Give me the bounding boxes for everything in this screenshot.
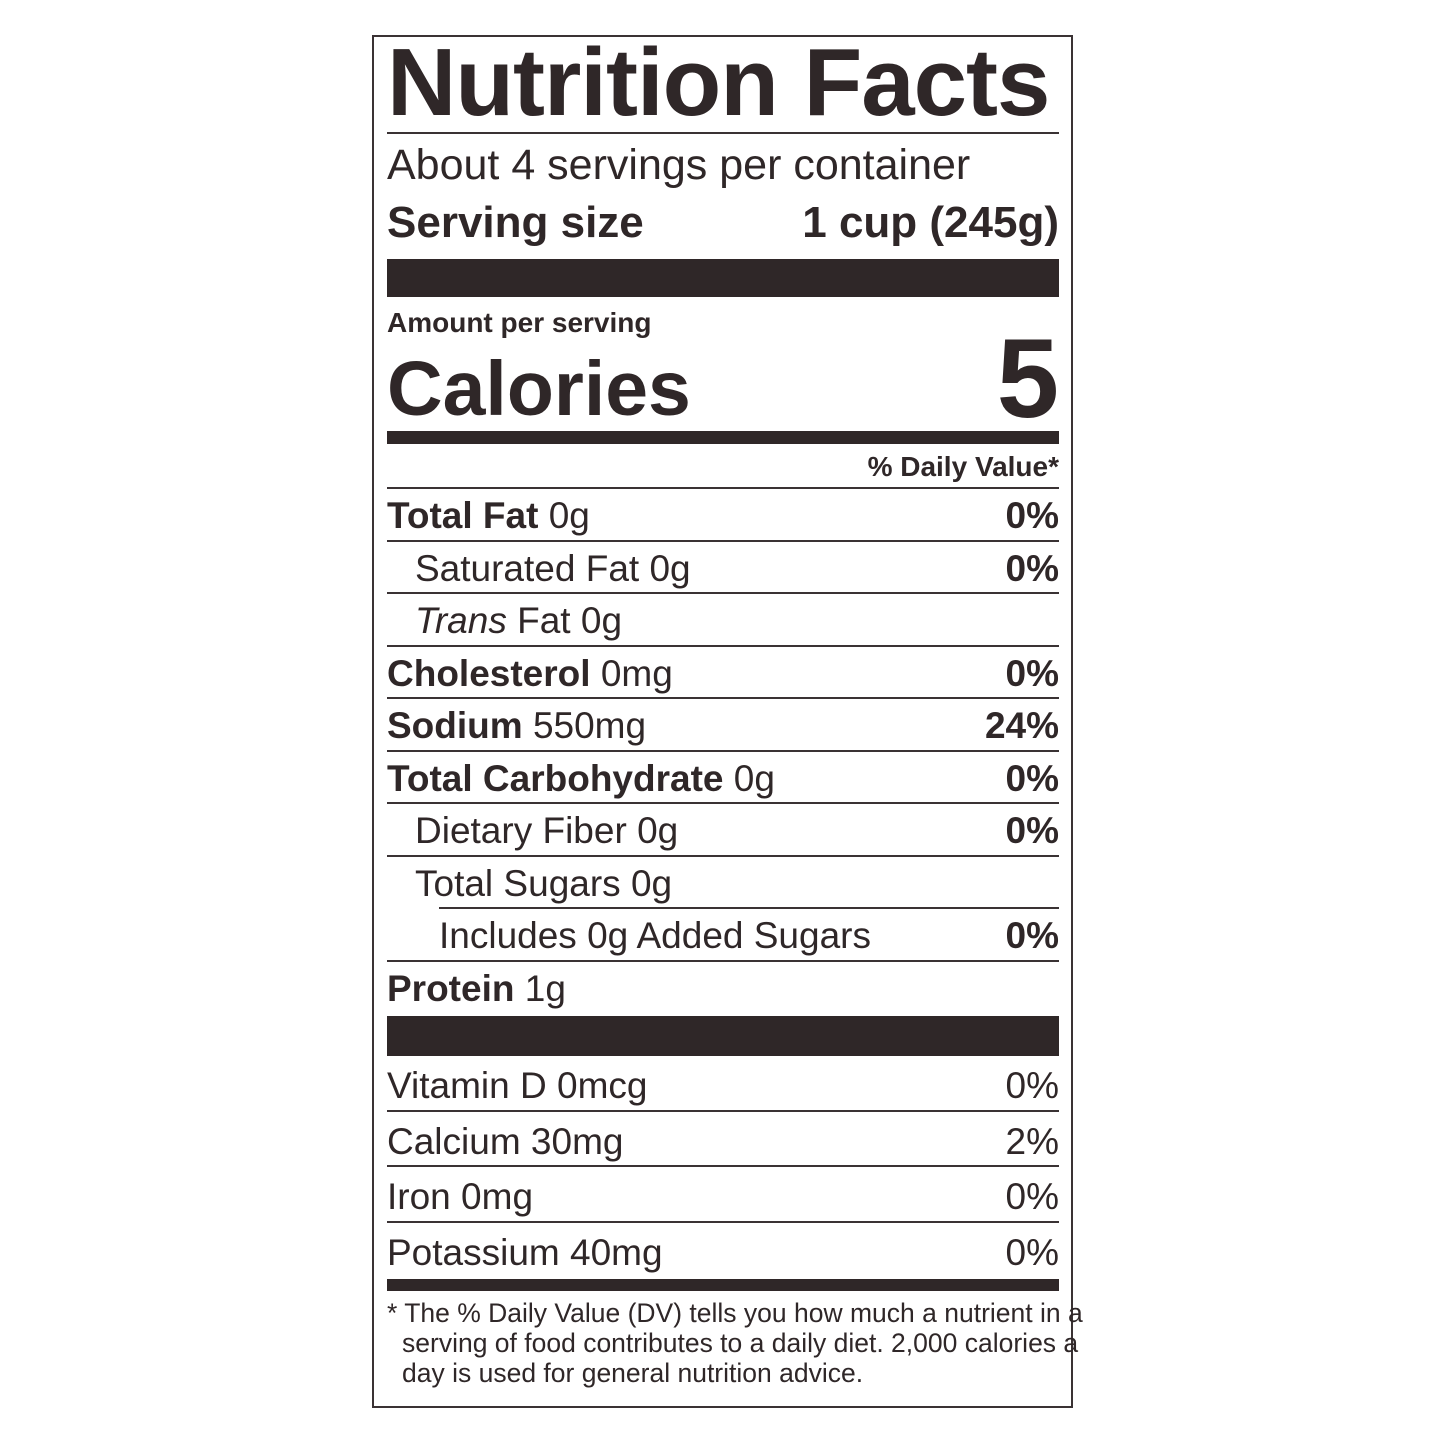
nutrient-dv: 24% bbox=[984, 705, 1059, 746]
servings-per-container: About 4 servings per container bbox=[387, 141, 971, 189]
nutrient-amount: 0g bbox=[649, 547, 691, 589]
divider-thick bbox=[387, 259, 1059, 297]
nutrient-name: Total Sugars bbox=[415, 862, 621, 904]
nutrient-amount: 0mg bbox=[600, 652, 673, 694]
vitamin-amount: 0mcg bbox=[557, 1065, 648, 1106]
footnote-line: * The % Daily Value (DV) tells you how m… bbox=[387, 1297, 1083, 1328]
vitamin-dv: 0% bbox=[1005, 1176, 1059, 1217]
nutrient-name: Total Fat bbox=[387, 495, 539, 536]
nutrient-name: Fat bbox=[517, 600, 571, 641]
serving-size-value: 1 cup (245g) bbox=[802, 198, 1059, 247]
label-title: Nutrition Facts bbox=[387, 35, 1059, 134]
footnote-line: day is used for general nutrition advice… bbox=[402, 1357, 864, 1388]
vitamin-row-calcium: Calcium 30mg 2% bbox=[387, 1112, 1059, 1167]
nutrient-dv: 0% bbox=[1005, 495, 1059, 536]
nutrient-name: Cholesterol bbox=[387, 652, 591, 694]
vitamin-row-potassium: Potassium 40mg 0% bbox=[387, 1223, 1059, 1279]
nutrient-dv: 0% bbox=[1005, 652, 1059, 694]
daily-value-header: % Daily Value* bbox=[387, 444, 1059, 489]
footnote-line: serving of food contributes to a daily d… bbox=[402, 1327, 1079, 1358]
nutrient-amount: 550mg bbox=[532, 705, 647, 746]
divider-medium bbox=[387, 1278, 1059, 1291]
nutrient-row-cholesterol: Cholesterol 0mg 0% bbox=[387, 647, 1059, 699]
nutrient-row-dietary-fiber: Dietary Fiber 0g 0% bbox=[387, 804, 1059, 857]
vitamin-amount: 30mg bbox=[530, 1120, 624, 1162]
nutrient-name: Sodium bbox=[387, 705, 523, 746]
nutrient-amount: 0g bbox=[630, 862, 673, 904]
nutrient-dv: 0% bbox=[1005, 915, 1059, 956]
nutrient-name: Total Carbohydrate bbox=[387, 757, 724, 799]
vitamin-dv: 0% bbox=[1005, 1065, 1059, 1106]
nutrient-name: Saturated Fat bbox=[415, 547, 640, 589]
nutrient-row-sodium: Sodium 550mg 24% bbox=[387, 699, 1059, 752]
vitamin-amount: 0mg bbox=[461, 1176, 534, 1217]
serving-size-row: Serving size 1 cup (245g) bbox=[387, 194, 1059, 257]
footnote: * The % Daily Value (DV) tells you how m… bbox=[387, 1291, 1083, 1388]
nutrient-name: Dietary Fiber bbox=[415, 810, 627, 851]
vitamin-amount: 40mg bbox=[570, 1231, 663, 1273]
divider-indented bbox=[439, 907, 1059, 909]
nutrient-row-total-fat: Total Fat 0g 0% bbox=[387, 489, 1059, 542]
vitamin-dv: 2% bbox=[1005, 1120, 1059, 1162]
calories-label: Calories bbox=[387, 346, 691, 432]
divider-thick bbox=[387, 1016, 1059, 1056]
nutrient-row-total-carbohydrate: Total Carbohydrate 0g 0% bbox=[387, 752, 1059, 804]
serving-size-label: Serving size bbox=[387, 198, 644, 247]
nutrient-amount: 0g bbox=[548, 495, 590, 536]
nutrition-facts-label: Nutrition Facts About 4 servings per con… bbox=[372, 35, 1083, 1408]
nutrient-dv: 0% bbox=[1005, 547, 1059, 589]
nutrient-amount: 0g bbox=[580, 600, 623, 641]
nutrient-row-trans-fat: Trans Fat 0g bbox=[387, 594, 1059, 647]
nutrient-name: Protein bbox=[387, 967, 515, 1009]
vitamin-name: Vitamin D bbox=[387, 1065, 547, 1106]
nutrient-amount: 0g bbox=[637, 810, 679, 851]
nutrient-row-added-sugars: Includes 0g Added Sugars 0% bbox=[387, 909, 1059, 962]
nutrient-row-total-sugars: Total Sugars 0g bbox=[387, 857, 1059, 908]
amount-per-serving: Amount per serving bbox=[387, 307, 652, 338]
calories-row: Calories 5 bbox=[387, 323, 1059, 435]
vitamin-name: Potassium bbox=[387, 1231, 560, 1273]
vitamin-dv: 0% bbox=[1005, 1231, 1059, 1273]
nutrient-dv: 0% bbox=[1005, 810, 1059, 851]
nutrient-amount: 1g bbox=[524, 967, 566, 1009]
nutrient-name-italic: Trans bbox=[415, 600, 507, 641]
vitamin-name: Iron bbox=[387, 1176, 451, 1217]
nutrient-row-protein: Protein 1g bbox=[387, 962, 1059, 1013]
vitamin-name: Calcium bbox=[387, 1120, 521, 1162]
nutrient-name: Includes 0g Added Sugars bbox=[439, 915, 871, 956]
calories-value: 5 bbox=[996, 316, 1059, 441]
vitamin-row-iron: Iron 0mg 0% bbox=[387, 1167, 1059, 1223]
nutrient-row-saturated-fat: Saturated Fat 0g 0% bbox=[387, 542, 1059, 594]
nutrient-dv: 0% bbox=[1005, 757, 1059, 799]
divider-medium bbox=[387, 431, 1059, 444]
nutrient-amount: 0g bbox=[733, 757, 775, 799]
vitamin-row-vitamin-d: Vitamin D 0mcg 0% bbox=[387, 1056, 1059, 1112]
